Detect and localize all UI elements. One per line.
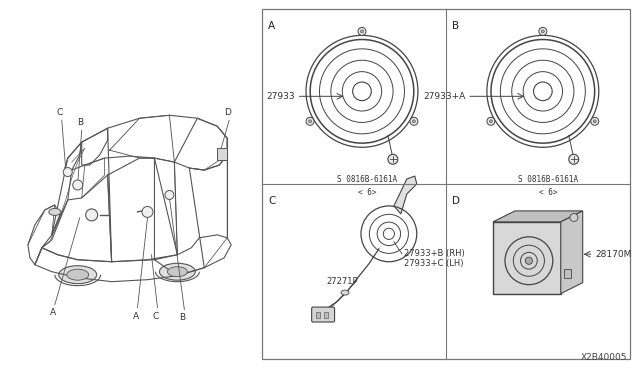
Text: 27933+C (LH): 27933+C (LH) [404,259,463,268]
Bar [564,269,571,279]
Circle shape [388,154,398,164]
Ellipse shape [59,266,97,284]
Ellipse shape [159,263,195,280]
Circle shape [490,120,492,123]
Text: A: A [132,312,139,321]
Text: A: A [50,308,56,317]
Circle shape [569,154,579,164]
Ellipse shape [49,208,61,215]
Circle shape [570,214,578,221]
Text: C: C [268,196,275,206]
Circle shape [412,120,415,123]
Polygon shape [493,222,561,294]
Text: D: D [452,196,460,206]
Text: C: C [152,312,159,321]
Circle shape [593,120,596,123]
Text: S 0816B-6161A
< 6>: S 0816B-6161A < 6> [337,175,397,196]
Bar [324,312,328,318]
Circle shape [86,209,98,221]
Text: B: B [179,312,186,321]
Text: 27933: 27933 [266,92,294,101]
Text: B: B [77,118,83,127]
Text: 27933+A: 27933+A [423,92,465,101]
Circle shape [358,28,366,35]
Circle shape [142,206,153,217]
Circle shape [410,117,418,125]
Text: X2B40005: X2B40005 [580,353,627,362]
FancyBboxPatch shape [312,307,335,322]
Circle shape [306,117,314,125]
Polygon shape [561,211,582,294]
Text: B: B [452,20,459,31]
Ellipse shape [341,290,349,295]
Bar [316,312,320,318]
Text: A: A [268,20,275,31]
Circle shape [308,120,312,123]
Text: 27933+B (RH): 27933+B (RH) [404,249,465,258]
Bar [217,148,227,160]
Text: C: C [57,108,63,117]
Circle shape [360,30,364,33]
Bar [262,9,630,359]
Ellipse shape [168,267,188,277]
Circle shape [487,117,495,125]
Ellipse shape [67,269,89,280]
Circle shape [539,28,547,35]
Circle shape [591,117,599,125]
Circle shape [73,180,83,190]
Circle shape [541,30,545,33]
Text: 28170M: 28170M [596,250,632,259]
Circle shape [525,257,532,264]
Text: D: D [224,108,230,117]
Text: S 0816B-6161A
< 6>: S 0816B-6161A < 6> [518,175,578,196]
Circle shape [63,167,72,177]
Polygon shape [493,211,582,222]
Text: 27271P: 27271P [326,277,358,286]
Circle shape [165,190,174,199]
Polygon shape [394,176,417,214]
